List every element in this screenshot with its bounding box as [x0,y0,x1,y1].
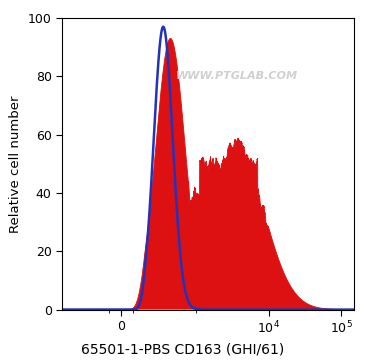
Text: WWW.PTGLAB.COM: WWW.PTGLAB.COM [176,71,298,81]
Text: 65501-1-PBS CD163 (GHI/61): 65501-1-PBS CD163 (GHI/61) [81,342,284,356]
Y-axis label: Relative cell number: Relative cell number [9,95,22,233]
